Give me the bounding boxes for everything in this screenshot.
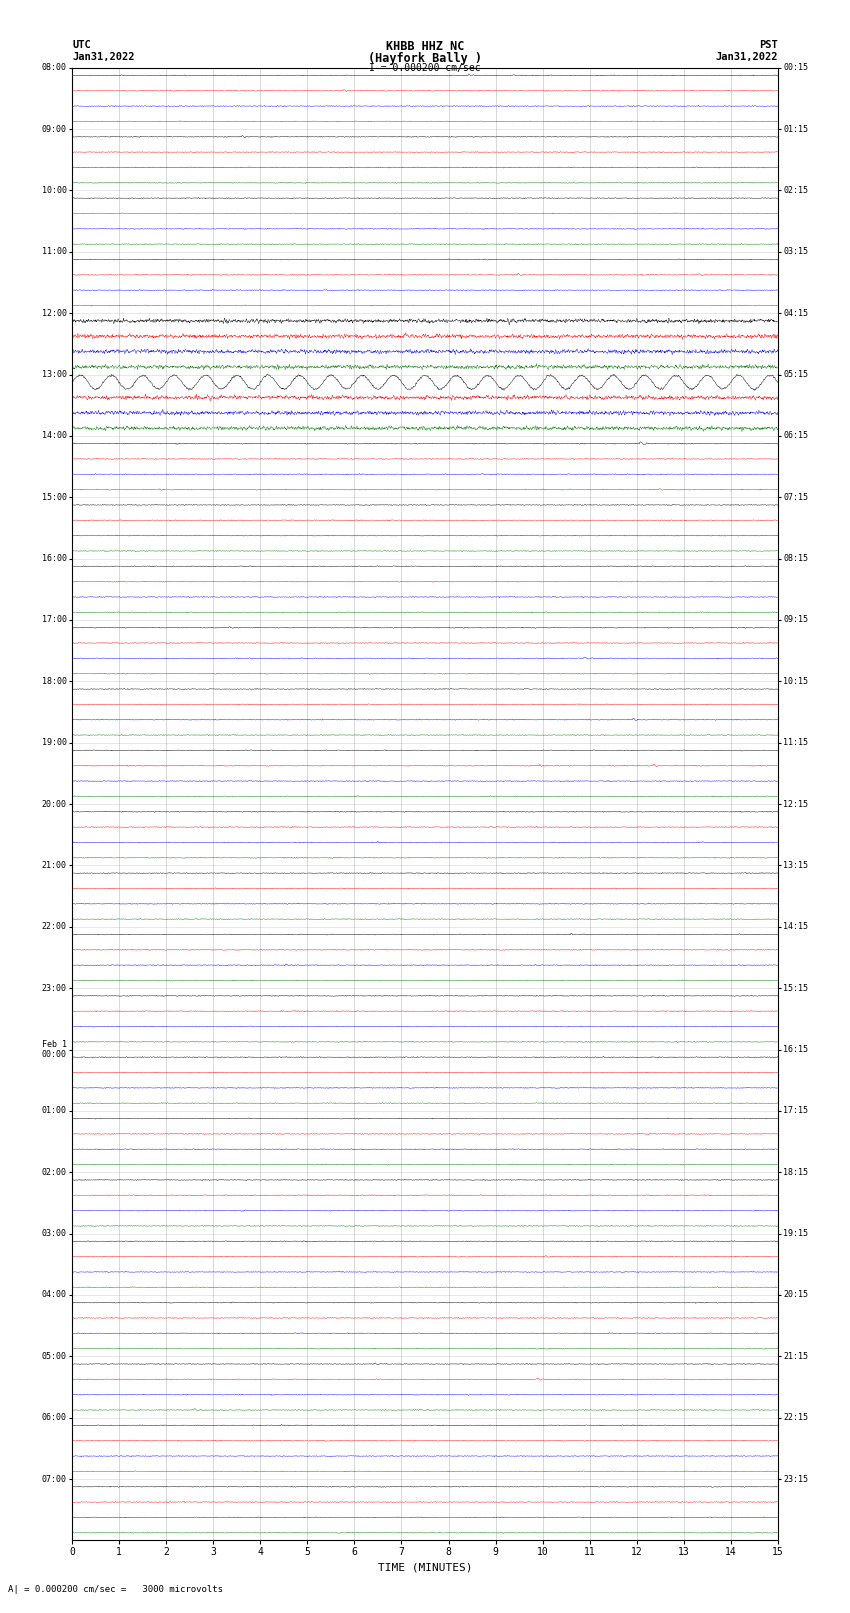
- Text: Jan31,2022: Jan31,2022: [72, 52, 135, 61]
- Text: Jan31,2022: Jan31,2022: [715, 52, 778, 61]
- Text: (Hayfork Bally ): (Hayfork Bally ): [368, 52, 482, 65]
- X-axis label: TIME (MINUTES): TIME (MINUTES): [377, 1563, 473, 1573]
- Text: A| = 0.000200 cm/sec =   3000 microvolts: A| = 0.000200 cm/sec = 3000 microvolts: [8, 1584, 224, 1594]
- Text: PST: PST: [759, 40, 778, 50]
- Text: I = 0.000200 cm/sec: I = 0.000200 cm/sec: [369, 63, 481, 73]
- Text: KHBB HHZ NC: KHBB HHZ NC: [386, 40, 464, 53]
- Text: UTC: UTC: [72, 40, 91, 50]
